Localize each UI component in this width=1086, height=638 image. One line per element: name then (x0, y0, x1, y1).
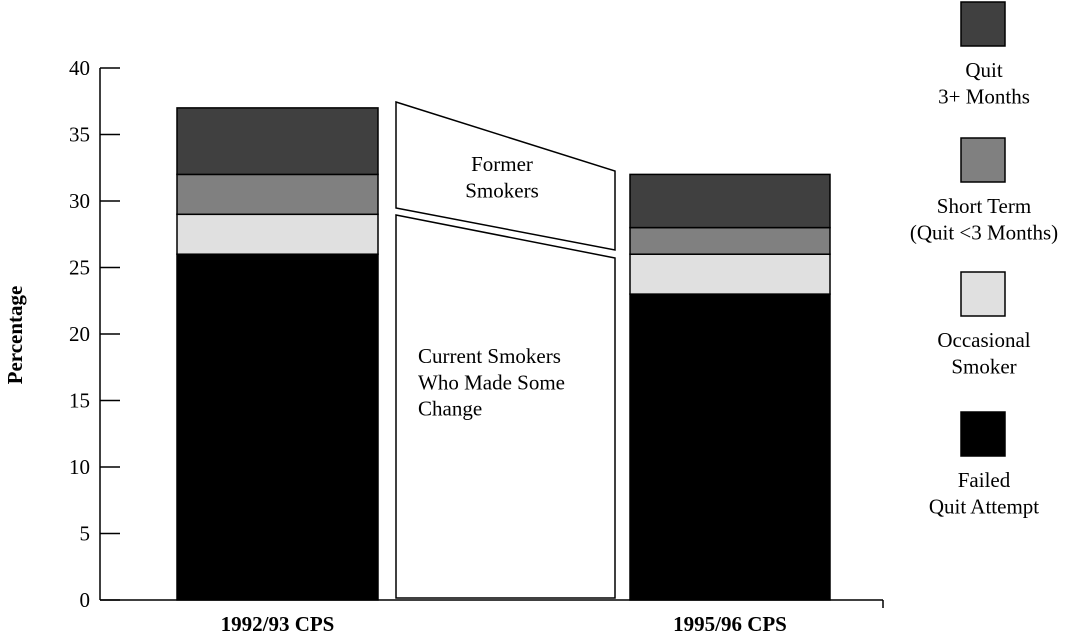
legend-label: Quit 3+ Months (938, 58, 1030, 108)
bar-segment (629, 173, 831, 229)
y-tick-label: 40 (69, 56, 90, 80)
bar-segment (176, 253, 379, 601)
bar-segment (629, 253, 831, 295)
legend-label: Occasional Smoker (937, 328, 1030, 378)
former-smokers-connector (395, 100, 616, 251)
y-tick-label: 30 (69, 189, 90, 213)
legend-label: Short Term (Quit <3 Months) (910, 194, 1058, 244)
annotation: Current Smokers Who Made Some Change (418, 344, 565, 421)
y-tick-label: 0 (80, 588, 91, 612)
y-tick-label: 35 (69, 123, 90, 147)
legend-label: Failed Quit Attempt (929, 468, 1039, 518)
bar-segment (629, 226, 831, 255)
y-tick-label: 10 (69, 455, 90, 479)
x-tick-label: 1992/93 CPS (221, 612, 335, 636)
y-tick-label: 20 (69, 322, 90, 346)
bar-segment (176, 107, 379, 176)
y-tick-label: 5 (80, 522, 91, 546)
bar-segment (176, 173, 379, 216)
legend-swatch (960, 137, 1006, 183)
current-smokers-connector (395, 214, 616, 599)
bar-segment (176, 213, 379, 255)
y-tick-label: 15 (69, 389, 90, 413)
bar-segment (629, 293, 831, 601)
y-axis-label: Percentage (3, 286, 27, 385)
legend-swatch (960, 411, 1006, 457)
annotation: Former Smokers (465, 152, 539, 202)
legend-swatch (960, 271, 1006, 317)
x-tick-label: 1995/96 CPS (673, 612, 787, 636)
y-tick-label: 25 (69, 256, 90, 280)
legend-swatch (960, 1, 1006, 47)
